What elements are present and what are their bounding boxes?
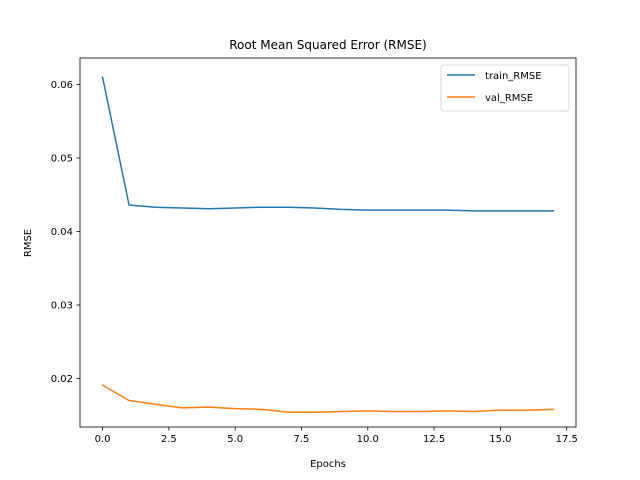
legend-label: train_RMSE bbox=[485, 71, 542, 82]
y-tick-label: 0.06 bbox=[51, 80, 73, 91]
y-tick-label: 0.03 bbox=[51, 300, 73, 311]
series-layer bbox=[101, 76, 555, 414]
x-tick-label: 12.5 bbox=[423, 434, 445, 445]
legend-label: val_RMSE bbox=[485, 93, 533, 104]
y-tick-label: 0.05 bbox=[51, 153, 73, 164]
x-tick-label: 15.0 bbox=[489, 434, 511, 445]
axes-frame bbox=[79, 57, 577, 428]
series-line-val-rmse bbox=[101, 384, 555, 414]
chart-title: Root Mean Squared Error (RMSE) bbox=[229, 38, 427, 52]
x-tick-label: 0.0 bbox=[95, 434, 111, 445]
y-tick-label: 0.04 bbox=[51, 227, 73, 238]
x-tick-label: 17.5 bbox=[556, 434, 578, 445]
y-tick-label: 0.02 bbox=[51, 374, 73, 385]
x-axis-label: Epochs bbox=[310, 459, 346, 470]
x-axis-ticks: 0.0 2.5 5.0 7.5 10.0 12.5 15.0 17.5 bbox=[95, 427, 578, 445]
x-tick-label: 5.0 bbox=[227, 434, 243, 445]
x-tick-label: 7.5 bbox=[294, 434, 310, 445]
series-line-train-rmse bbox=[101, 76, 555, 212]
y-axis-ticks: 0.02 0.03 0.04 0.05 0.06 bbox=[51, 80, 80, 385]
x-tick-label: 10.0 bbox=[357, 434, 379, 445]
y-axis-label: RMSE bbox=[23, 229, 34, 257]
legend: train_RMSE val_RMSE bbox=[440, 64, 570, 112]
x-tick-label: 2.5 bbox=[161, 434, 177, 445]
legend-box bbox=[440, 64, 570, 112]
